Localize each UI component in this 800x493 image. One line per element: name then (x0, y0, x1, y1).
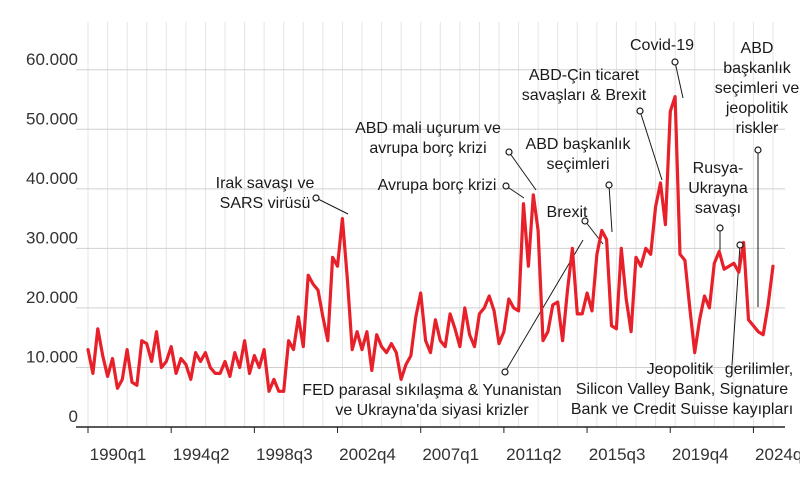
x-tick-label: 2019q4 (672, 445, 729, 464)
annotation-label: Rusya- (693, 160, 744, 177)
annotation-leader (315, 197, 349, 215)
x-tick-label: 1994q2 (173, 445, 230, 464)
annotation-label: SARS virüsü (220, 195, 311, 212)
x-tick-label: 2007q1 (422, 445, 479, 464)
grid-layer (76, 22, 785, 427)
annotation-label: ABD-Çin ticaret (529, 67, 640, 84)
annotation-dot (671, 58, 679, 66)
x-tick-label: 1990q1 (90, 445, 147, 464)
annotation-label: ve Ukrayna'da siyasi krizler (335, 402, 529, 419)
x-tick-label: 2015q3 (589, 445, 646, 464)
annotation-leader (639, 110, 663, 181)
annotation-label: FED parasal sıkılaşma & Yunanistan (302, 382, 561, 399)
series-layer (86, 94, 775, 393)
annotation-leader (608, 184, 613, 233)
annotation-leader (674, 61, 684, 99)
annotation-label: Covid-19 (630, 37, 694, 54)
y-tick-label: 0 (69, 407, 78, 426)
annotation-dot (736, 241, 744, 249)
annotation-dot (502, 182, 510, 190)
annotation-label: başkanlık (723, 60, 792, 77)
annotation-label: savaşları & Brexit (522, 87, 647, 104)
x-tick-label: 2011q2 (506, 445, 561, 464)
x-tick-label: 2002q4 (339, 445, 396, 464)
y-tick-label: 20.000 (26, 288, 78, 307)
annotation-leader (508, 151, 537, 191)
x-tick-label: 2024q1 (755, 445, 800, 464)
annotation-label: jeopolitik (725, 100, 789, 117)
annotation-dot (505, 148, 513, 156)
axis-layer: 0 10.000 20.000 30.000 40.000 50.000 60.000 199… (26, 50, 800, 464)
annotation-label: Ukrayna (688, 180, 748, 197)
y-tick-label: 50.000 (26, 109, 78, 128)
series-line (86, 94, 775, 393)
annotation-dot (754, 146, 762, 154)
annotation-label: ABD (741, 40, 774, 57)
y-tick-label: 10.000 (26, 347, 78, 366)
annotation-dot (636, 107, 644, 115)
annotation-label: seçimleri (546, 156, 609, 173)
annotation-dot (312, 194, 320, 202)
annotation-leader (505, 185, 525, 199)
annotation-dots (312, 58, 762, 376)
annotation-label: seçimleri ve (715, 80, 800, 97)
annotation-label: gerilimler, (725, 361, 793, 378)
annotation-label: riskler (736, 120, 779, 137)
annotation-label: Silicon Valley Bank, Signature (576, 381, 788, 398)
annotation-label: Jeopolitik (647, 361, 715, 378)
annotation-label: Irak savaşı ve (216, 175, 315, 192)
annotation-dot (605, 181, 613, 189)
annotation-label: savaşı (695, 200, 741, 217)
annotation-label: avrupa borç krizi (369, 140, 486, 157)
annotation-label: ABD mali uçurum ve (355, 120, 501, 137)
annotation-labels: Irak savaşı ve SARS virüsü FED parasal sık… (216, 37, 800, 419)
annotation-label: Brexit (547, 204, 588, 221)
x-tick-label: 1998q3 (256, 445, 313, 464)
y-tick-label: 60.000 (26, 50, 78, 69)
annotation-dot (501, 368, 509, 376)
annotation-label: ABD başkanlık (526, 136, 632, 153)
y-tick-label: 30.000 (26, 228, 78, 247)
annotation-label: Bank ve Credit Suisse kayıpları (571, 401, 793, 418)
annotation-dot (581, 217, 589, 225)
annotation-label: Avrupa borç krizi (378, 177, 497, 194)
y-tick-label: 40.000 (26, 169, 78, 188)
annotation-dot (716, 224, 724, 232)
